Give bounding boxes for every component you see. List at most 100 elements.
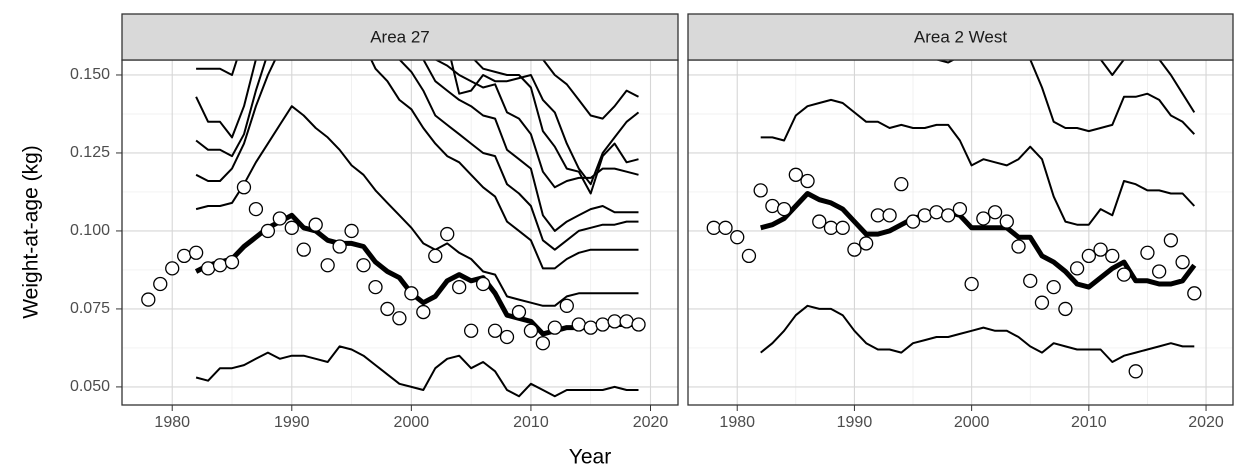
x-tick-label: 2020	[633, 414, 669, 431]
point	[1128, 364, 1143, 379]
point	[153, 276, 168, 292]
age-line	[935, 60, 1196, 135]
series-group	[706, 60, 1202, 379]
point	[1140, 245, 1155, 260]
point	[236, 180, 252, 195]
point	[260, 223, 276, 239]
point	[706, 220, 721, 235]
y-tick-label: 0.100	[70, 222, 110, 239]
point	[847, 242, 862, 257]
point	[631, 317, 646, 332]
point	[284, 220, 299, 235]
series-group	[141, 60, 646, 398]
y-tick-label: 0.050	[70, 378, 110, 395]
point	[1105, 248, 1120, 264]
point	[718, 220, 733, 235]
point	[1069, 261, 1085, 276]
x-tick-label: 2000	[954, 414, 990, 431]
point	[308, 217, 323, 232]
x-tick-label: 1980	[719, 414, 755, 431]
age-line	[195, 105, 639, 307]
age-line	[195, 60, 639, 270]
point	[141, 292, 156, 307]
point	[571, 317, 586, 332]
point	[416, 304, 431, 320]
x-axis-title: Year	[569, 446, 611, 469]
point	[296, 242, 311, 257]
age-line	[760, 304, 1195, 363]
strip-label: Area 2 West	[914, 27, 1008, 46]
point	[741, 248, 757, 264]
point	[177, 248, 192, 264]
point	[200, 261, 216, 276]
point	[800, 173, 815, 189]
point	[535, 336, 551, 351]
point	[463, 323, 479, 338]
point	[1175, 254, 1190, 270]
point	[332, 239, 347, 254]
point	[165, 261, 180, 276]
age-line	[450, 60, 640, 186]
age-line	[195, 60, 639, 251]
panel-background	[688, 60, 1233, 405]
point	[964, 276, 979, 292]
point	[987, 205, 1003, 220]
x-tick-label: 1990	[837, 414, 873, 431]
panel-background	[122, 60, 678, 405]
point	[1093, 242, 1108, 257]
point	[765, 198, 780, 214]
age-line	[760, 98, 1196, 226]
point	[475, 276, 491, 292]
point	[870, 208, 886, 223]
point	[753, 183, 768, 198]
point	[1046, 279, 1061, 295]
point	[499, 329, 515, 345]
y-tick-label: 0.125	[70, 144, 110, 161]
point	[212, 258, 228, 273]
point	[428, 248, 443, 264]
point	[511, 304, 527, 320]
age-line	[458, 60, 639, 195]
point	[1081, 248, 1096, 264]
point	[380, 301, 395, 317]
point	[976, 211, 991, 226]
point	[452, 279, 467, 295]
strip	[687, 13, 1234, 61]
point	[1058, 301, 1073, 317]
age-line	[196, 60, 639, 189]
point	[905, 214, 921, 229]
point	[583, 320, 598, 335]
point	[607, 314, 622, 329]
point	[1152, 264, 1167, 279]
point	[487, 323, 503, 338]
point	[859, 236, 874, 251]
fit-line	[760, 191, 1197, 290]
x-tick-label: 1990	[274, 414, 310, 431]
point	[272, 211, 287, 226]
point	[440, 226, 455, 242]
point	[776, 201, 792, 217]
point	[356, 258, 371, 273]
point	[559, 298, 574, 313]
point	[224, 254, 240, 270]
point	[523, 323, 539, 338]
point	[619, 314, 634, 329]
point	[320, 258, 335, 273]
point	[882, 208, 897, 223]
point	[1187, 286, 1202, 301]
point	[404, 286, 419, 301]
y-axis-title: Weight-at-age (kg)	[20, 145, 43, 319]
age-line	[195, 345, 639, 398]
point	[929, 205, 944, 220]
point	[812, 214, 827, 229]
point	[368, 279, 383, 295]
point	[547, 320, 562, 335]
point	[941, 208, 956, 223]
strip-label: Area 27	[370, 27, 430, 46]
y-tick-label: 0.075	[70, 300, 110, 317]
x-tick-label: 2020	[1188, 414, 1224, 431]
point	[1011, 239, 1026, 254]
y-tick-label: 0.150	[70, 66, 110, 83]
point	[894, 177, 909, 192]
